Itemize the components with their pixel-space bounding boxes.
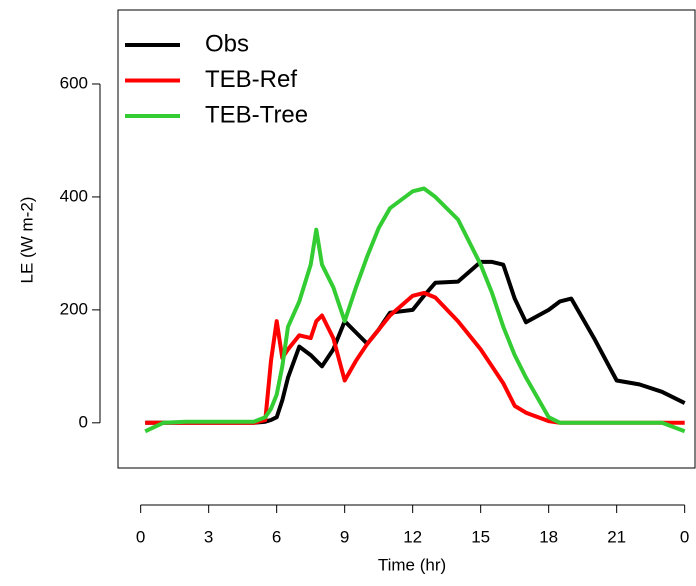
x-tick-label: 15 <box>471 527 490 546</box>
y-tick-label: 0 <box>79 412 88 431</box>
legend-label: TEB-Tree <box>205 101 308 128</box>
x-tick-label: 12 <box>403 527 422 546</box>
x-tick-label: 3 <box>204 527 213 546</box>
y-axis-title: LE (W m-2) <box>17 197 36 284</box>
plot-frame <box>117 9 696 469</box>
x-tick-label: 0 <box>680 527 689 546</box>
data-line <box>145 259 686 425</box>
x-tick-label: 21 <box>607 527 626 546</box>
y-tick-label: 200 <box>60 299 88 318</box>
x-axis-title: Time (hr) <box>378 555 446 574</box>
y-tick-label: 400 <box>60 186 88 205</box>
legend-label: TEB-Ref <box>205 66 297 93</box>
x-tick-label: 9 <box>340 527 349 546</box>
y-tick-label: 600 <box>60 73 88 92</box>
data-line <box>144 186 686 434</box>
legend-label: Obs <box>205 30 249 57</box>
x-tick-label: 18 <box>539 527 558 546</box>
x-tick-label: 6 <box>272 527 281 546</box>
x-tick-label: 0 <box>136 527 145 546</box>
